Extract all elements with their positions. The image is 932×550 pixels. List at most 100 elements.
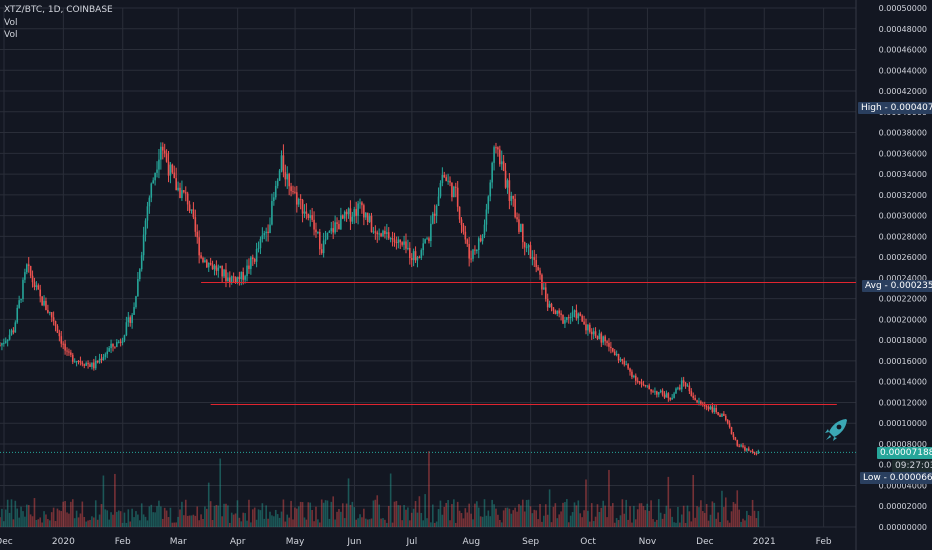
candle-body bbox=[669, 398, 672, 400]
candle-body bbox=[458, 206, 461, 220]
volume-bar bbox=[671, 516, 673, 527]
candle-body bbox=[544, 287, 547, 299]
y-tick-label: 0.00032000 bbox=[879, 191, 927, 200]
candle-body bbox=[430, 223, 432, 242]
volume-bar bbox=[389, 473, 392, 527]
candle-body bbox=[326, 232, 329, 240]
volume-bar bbox=[131, 508, 133, 527]
volume-bar bbox=[204, 506, 206, 527]
candle-body bbox=[431, 213, 434, 224]
volume-bar bbox=[269, 511, 271, 527]
volume-bar bbox=[121, 522, 124, 527]
candle-body bbox=[18, 300, 20, 308]
candle-body bbox=[336, 222, 338, 224]
candle-body bbox=[615, 353, 618, 356]
y-tick-label: 0.00020000 bbox=[879, 315, 927, 324]
candle-body bbox=[106, 351, 109, 355]
volume-bar bbox=[426, 518, 428, 527]
candle-body bbox=[225, 269, 227, 282]
volume-bar bbox=[721, 490, 723, 527]
volume-bar bbox=[684, 522, 687, 527]
volume-bar bbox=[274, 509, 277, 527]
volume-bar bbox=[477, 507, 480, 527]
candle-body bbox=[87, 363, 89, 365]
candle-body bbox=[679, 387, 681, 390]
candle-body bbox=[301, 199, 304, 214]
candle-body bbox=[370, 215, 373, 233]
candle-body bbox=[165, 153, 168, 162]
symbol-title[interactable]: XTZ/BTC, 1D, COINBASE bbox=[4, 5, 113, 15]
low-badge: Low - 0.00006696 bbox=[860, 472, 932, 484]
volume-bar bbox=[286, 514, 289, 527]
candle-body bbox=[391, 238, 394, 240]
volume-bar bbox=[506, 507, 509, 527]
volume-bar bbox=[20, 506, 22, 527]
volume-bar bbox=[148, 506, 151, 527]
candle-body bbox=[60, 336, 63, 344]
x-tick-label: Dec bbox=[696, 537, 713, 547]
volume-bar bbox=[661, 518, 664, 527]
candle-body bbox=[648, 385, 650, 390]
volume-bar bbox=[200, 514, 202, 527]
last-price-badge: 0.00007188 bbox=[877, 447, 932, 459]
rocket-icon[interactable] bbox=[822, 416, 850, 444]
volume-bar bbox=[552, 506, 555, 527]
volume-bar bbox=[278, 517, 281, 527]
candle-body bbox=[45, 300, 47, 310]
volume-bar bbox=[608, 469, 610, 527]
candle-body bbox=[560, 313, 562, 315]
volume-bar bbox=[146, 520, 149, 527]
volume-bar bbox=[529, 506, 532, 527]
candle-body bbox=[198, 237, 200, 256]
candle-body bbox=[320, 249, 323, 254]
candle-body bbox=[236, 276, 239, 283]
candle-body bbox=[420, 250, 423, 258]
x-tick-label: Jul bbox=[405, 537, 417, 547]
volume-bar bbox=[548, 489, 551, 527]
candle-body bbox=[315, 229, 317, 233]
candle-body bbox=[368, 215, 371, 222]
candle-body bbox=[575, 310, 578, 319]
candle-body bbox=[140, 255, 143, 270]
candle-body bbox=[382, 230, 384, 237]
volume-bar bbox=[621, 499, 624, 527]
volume-bar bbox=[636, 509, 639, 527]
y-tick-label: 0.00044000 bbox=[879, 66, 927, 75]
volume-bar bbox=[3, 521, 5, 527]
volume-legend-1[interactable]: Vol bbox=[4, 18, 18, 28]
candle-body bbox=[464, 231, 467, 240]
candle-body bbox=[546, 298, 549, 308]
volume-bar bbox=[190, 515, 193, 527]
volume-bar bbox=[698, 507, 700, 527]
candle-body bbox=[211, 264, 214, 270]
candle-body bbox=[230, 276, 233, 283]
volume-bar bbox=[711, 501, 714, 527]
candle-body bbox=[29, 265, 32, 276]
candle-body bbox=[657, 392, 660, 395]
candle-body bbox=[271, 201, 273, 225]
volume-legend-2[interactable]: Vol bbox=[4, 30, 18, 40]
candle-body bbox=[171, 164, 174, 173]
candle-body bbox=[355, 209, 357, 216]
candle-body bbox=[627, 364, 629, 369]
volume-bar bbox=[22, 511, 24, 527]
volume-bar bbox=[355, 519, 357, 527]
x-tick-label: 2020 bbox=[52, 537, 75, 547]
candle-body bbox=[242, 271, 245, 280]
volume-bar bbox=[707, 520, 710, 527]
candle-body bbox=[711, 406, 714, 412]
volume-bar bbox=[66, 512, 68, 527]
candle-body bbox=[723, 413, 725, 416]
volume-bar bbox=[41, 522, 43, 527]
volume-bar bbox=[516, 511, 518, 527]
volume-bar bbox=[535, 510, 537, 527]
y-tick-label: 0.00024000 bbox=[879, 274, 927, 283]
candle-body bbox=[590, 331, 593, 335]
candle-body bbox=[204, 260, 206, 263]
volume-bar bbox=[324, 500, 327, 527]
y-tick-label: 0.00018000 bbox=[879, 336, 927, 345]
candle-body bbox=[129, 317, 132, 323]
volume-bar bbox=[581, 517, 583, 527]
candle-body bbox=[121, 340, 124, 343]
